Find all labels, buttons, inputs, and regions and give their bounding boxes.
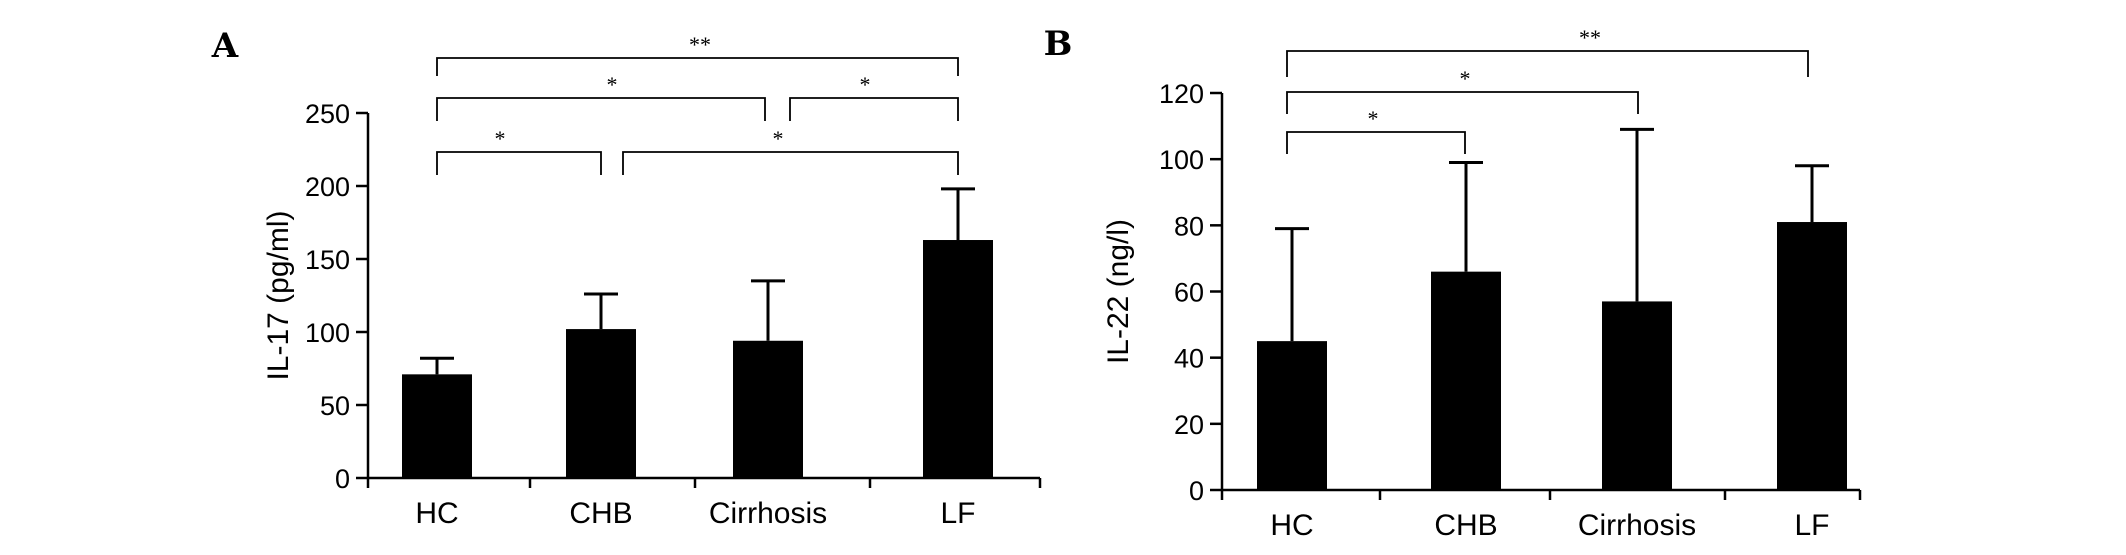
x-category-label: LF [1794, 509, 1829, 542]
y-tick-label: 40 [1174, 344, 1204, 374]
y-tick-label: 0 [335, 464, 350, 494]
chart-panel-b: B 0 20 40 60 80 100 120 IL-22 (ng/l) HC CHB Cirrhos… [1044, 24, 1862, 542]
significance-bracket [436, 151, 602, 175]
y-tick-label: 60 [1174, 278, 1204, 308]
y-tick-label: 150 [305, 245, 350, 275]
significance-label: ** [689, 32, 711, 57]
significance-label: ** [1579, 25, 1601, 50]
y-tick-label: 20 [1174, 410, 1204, 440]
bar-lf [1777, 222, 1847, 490]
y-axis-label: IL-17 (pg/ml) [262, 210, 295, 380]
significance-bracket [436, 57, 959, 76]
y-tick-label: 250 [305, 99, 350, 129]
significance-label: * [607, 72, 618, 97]
significance-label: * [495, 126, 506, 151]
significance-bracket [1286, 50, 1809, 77]
x-category-label: CHB [1434, 509, 1497, 542]
significance-bracket [1286, 131, 1466, 154]
bar-hc [402, 374, 472, 478]
x-category-label: CHB [569, 497, 632, 530]
bar-cirrhosis [1602, 301, 1672, 490]
significance-bracket [436, 97, 766, 121]
significance-bracket [1286, 91, 1639, 114]
x-category-label: Cirrhosis [1578, 509, 1696, 542]
significance-bracket [622, 151, 959, 175]
significance-label: * [1368, 106, 1379, 131]
significance-label: * [860, 72, 871, 97]
y-tick-label: 50 [320, 391, 350, 421]
panel-label: A [211, 26, 239, 66]
x-category-label: LF [940, 497, 975, 530]
y-tick-label: 80 [1174, 211, 1204, 241]
x-category-label: Cirrhosis [709, 497, 827, 530]
y-tick-label: 0 [1189, 476, 1204, 506]
y-tick-label: 100 [1159, 145, 1204, 175]
bar-cirrhosis [733, 340, 803, 478]
y-tick-label: 200 [305, 172, 350, 202]
significance-label: * [773, 126, 784, 151]
y-axis-label: IL-22 (ng/l) [1102, 219, 1135, 364]
x-category-label: HC [415, 497, 458, 530]
panel-label: B [1044, 24, 1073, 64]
significance-bracket [789, 97, 959, 121]
x-category-label: HC [1270, 509, 1313, 542]
bar-chb [1431, 271, 1501, 490]
y-tick-label: 120 [1159, 79, 1204, 109]
bar-hc [1257, 341, 1327, 490]
bar-lf [923, 240, 993, 478]
chart-panel-a: A 0 50 100 150 200 250 IL-17 (pg/ml) HC CHB Cirrho… [211, 26, 1042, 530]
bar-chb [566, 329, 636, 478]
y-tick-label: 100 [305, 318, 350, 348]
significance-label: * [1460, 66, 1471, 91]
